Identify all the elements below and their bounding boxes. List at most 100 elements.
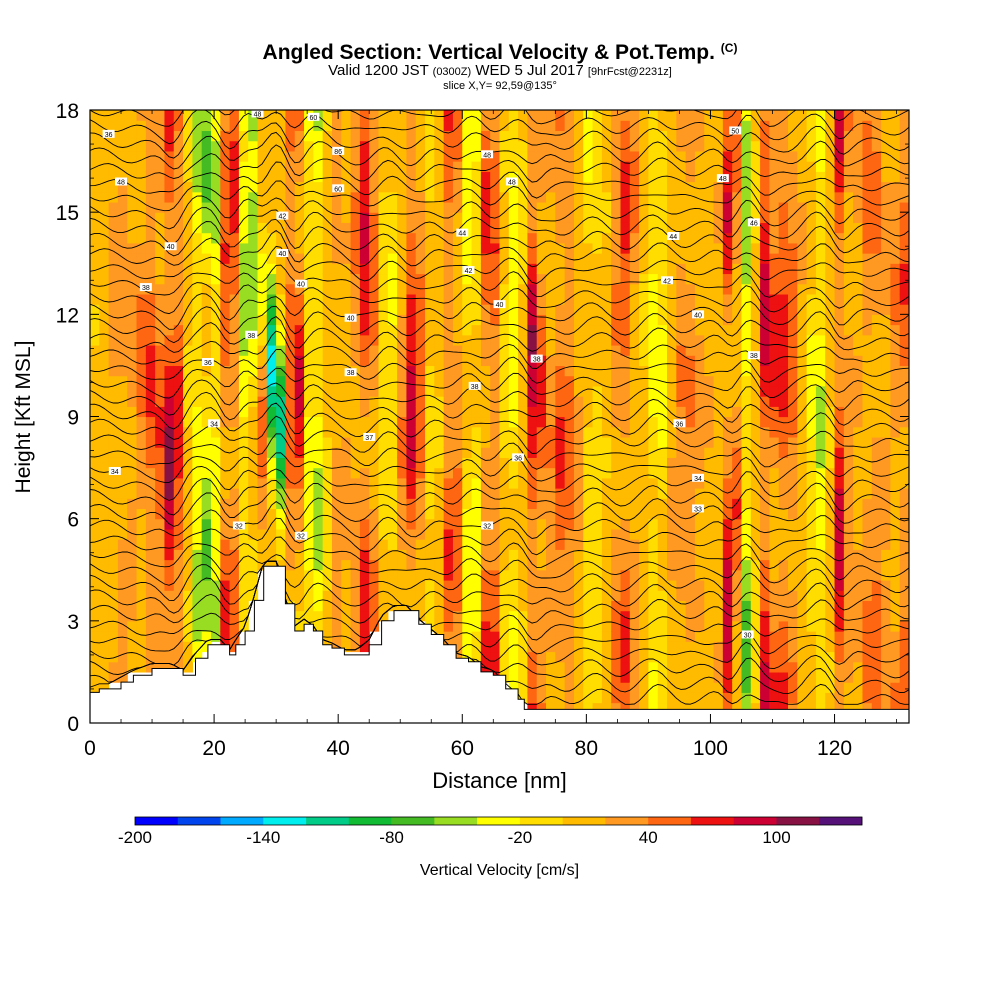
heatmap-cell bbox=[639, 120, 650, 132]
heatmap-cell bbox=[220, 181, 231, 193]
heatmap-cell bbox=[397, 191, 408, 203]
heatmap-cell bbox=[350, 539, 361, 550]
heatmap-cell bbox=[667, 150, 677, 162]
heatmap-cell bbox=[862, 253, 873, 264]
heatmap-cell bbox=[276, 416, 287, 428]
heatmap-cell bbox=[220, 120, 231, 132]
heatmap-cell bbox=[843, 590, 854, 601]
heatmap-cell bbox=[164, 610, 175, 622]
heatmap-cell bbox=[434, 201, 445, 213]
heatmap-cell bbox=[685, 253, 696, 264]
heatmap-cell bbox=[155, 212, 166, 223]
heatmap-cell bbox=[313, 569, 324, 581]
heatmap-cell bbox=[732, 242, 743, 254]
heatmap-cell bbox=[304, 365, 314, 377]
heatmap-cell bbox=[369, 579, 380, 591]
heatmap-cell bbox=[90, 549, 100, 561]
heatmap-cell bbox=[611, 661, 622, 673]
heatmap-cell bbox=[555, 518, 566, 530]
heatmap-cell bbox=[378, 334, 389, 346]
heatmap-cell bbox=[508, 631, 519, 642]
heatmap-cell bbox=[592, 692, 603, 704]
heatmap-cell bbox=[210, 518, 221, 530]
heatmap-cell bbox=[853, 273, 864, 285]
heatmap-cell bbox=[890, 682, 901, 693]
heatmap-cell bbox=[108, 641, 119, 653]
heatmap-cell bbox=[769, 334, 780, 346]
heatmap-cell bbox=[871, 702, 882, 714]
heatmap-cell bbox=[452, 253, 463, 264]
heatmap-cell bbox=[248, 355, 259, 367]
heatmap-cell bbox=[406, 365, 417, 377]
heatmap-cell bbox=[350, 232, 361, 244]
heatmap-cell bbox=[471, 110, 482, 121]
heatmap-cell bbox=[694, 528, 705, 540]
heatmap-cell bbox=[369, 232, 380, 244]
heatmap-cell bbox=[648, 273, 659, 285]
heatmap-cell bbox=[583, 641, 594, 653]
heatmap-cell bbox=[722, 293, 733, 305]
heatmap-cell bbox=[341, 293, 352, 305]
heatmap-cell bbox=[797, 416, 808, 428]
heatmap-cell bbox=[508, 641, 519, 653]
isentrope-line bbox=[90, 348, 909, 384]
heatmap-cell bbox=[155, 396, 166, 407]
heatmap-cell bbox=[480, 171, 491, 183]
heatmap-cell bbox=[425, 283, 435, 295]
heatmap-cell bbox=[406, 304, 417, 315]
heatmap-cell bbox=[834, 671, 845, 683]
heatmap-cell bbox=[871, 477, 882, 489]
heatmap-cell bbox=[452, 620, 463, 632]
heatmap-cell bbox=[490, 620, 501, 632]
heatmap-cell bbox=[145, 273, 156, 285]
heatmap-cell bbox=[210, 610, 221, 622]
heatmap-cell bbox=[592, 590, 603, 601]
heatmap-cell bbox=[397, 590, 408, 601]
heatmap-cell bbox=[210, 283, 221, 295]
heatmap-cell bbox=[629, 488, 640, 499]
heatmap-cell bbox=[806, 692, 817, 704]
heatmap-cell bbox=[890, 396, 901, 407]
heatmap-cell bbox=[443, 620, 454, 632]
heatmap-cell bbox=[145, 447, 156, 458]
heatmap-cell bbox=[257, 212, 268, 223]
heatmap-cell bbox=[210, 365, 221, 377]
heatmap-cell bbox=[899, 110, 909, 121]
heatmap-cell bbox=[899, 447, 909, 458]
heatmap-cell bbox=[490, 436, 501, 448]
heatmap-cell bbox=[825, 273, 836, 285]
heatmap-cell bbox=[257, 436, 268, 448]
heatmap-cell bbox=[713, 161, 724, 172]
heatmap-cell bbox=[601, 682, 612, 693]
heatmap-cell bbox=[304, 610, 314, 622]
heatmap-cell bbox=[843, 702, 854, 714]
heatmap-cell bbox=[499, 559, 510, 571]
heatmap-cell bbox=[750, 528, 761, 540]
heatmap-cell bbox=[862, 140, 873, 152]
heatmap-cell bbox=[871, 201, 882, 213]
heatmap-cell bbox=[164, 631, 175, 642]
heatmap-cell bbox=[201, 600, 212, 612]
heatmap-cell bbox=[127, 283, 138, 295]
heatmap-cell bbox=[183, 549, 193, 561]
heatmap-cell bbox=[443, 559, 454, 571]
heatmap-cell bbox=[583, 150, 594, 162]
heatmap-cell bbox=[425, 477, 435, 489]
heatmap-cell bbox=[490, 549, 501, 561]
heatmap-cell bbox=[797, 140, 808, 152]
heatmap-cell bbox=[778, 631, 789, 642]
heatmap-cell bbox=[797, 671, 808, 683]
heatmap-cell bbox=[899, 273, 909, 285]
heatmap-cell bbox=[750, 518, 761, 530]
heatmap-cell bbox=[350, 161, 361, 172]
heatmap-cell bbox=[871, 324, 882, 336]
heatmap-cell bbox=[620, 477, 631, 489]
heatmap-cell bbox=[434, 590, 445, 601]
heatmap-cell bbox=[685, 375, 696, 387]
heatmap-cell bbox=[853, 293, 864, 305]
heatmap-cell bbox=[648, 528, 659, 540]
heatmap-cell bbox=[871, 304, 882, 315]
heatmap-cell bbox=[294, 539, 305, 550]
heatmap-cell bbox=[527, 283, 538, 295]
heatmap-cell bbox=[155, 242, 166, 254]
